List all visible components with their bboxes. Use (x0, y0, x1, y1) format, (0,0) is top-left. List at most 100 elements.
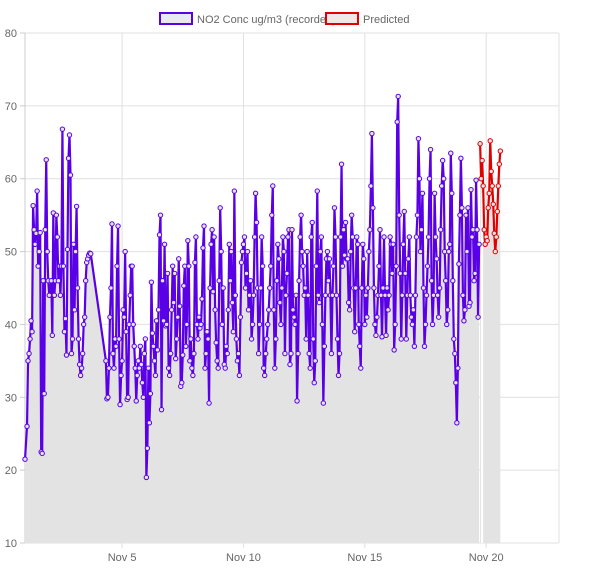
data-point[interactable] (401, 208, 407, 215)
data-point[interactable] (152, 372, 159, 379)
data-point[interactable] (438, 183, 445, 189)
data-point[interactable] (60, 263, 67, 269)
data-point[interactable] (252, 190, 259, 196)
data-point[interactable] (347, 248, 354, 255)
data-point[interactable] (137, 343, 144, 349)
data-point[interactable] (452, 350, 458, 357)
data-point[interactable] (295, 350, 301, 357)
data-point[interactable] (476, 241, 482, 247)
data-point[interactable] (267, 285, 273, 291)
data-point[interactable] (179, 380, 185, 386)
data-point[interactable] (324, 248, 331, 255)
data-point[interactable] (65, 155, 72, 162)
data-point[interactable] (279, 285, 285, 291)
data-point[interactable] (108, 285, 114, 291)
data-point[interactable] (204, 329, 210, 335)
data-point[interactable] (439, 157, 446, 164)
data-point[interactable] (434, 292, 441, 298)
data-point[interactable] (113, 343, 119, 349)
data-point[interactable] (319, 321, 326, 328)
data-point[interactable] (386, 292, 392, 298)
data-point[interactable] (157, 212, 164, 218)
data-point[interactable] (238, 259, 245, 266)
data-point[interactable] (376, 263, 382, 269)
data-point[interactable] (227, 278, 234, 284)
data-point[interactable] (456, 261, 462, 267)
data-point[interactable] (169, 263, 176, 269)
data-point[interactable] (471, 278, 477, 284)
data-point[interactable] (333, 292, 340, 298)
data-point[interactable] (72, 248, 79, 255)
data-point[interactable] (147, 390, 154, 397)
data-point[interactable] (244, 248, 251, 255)
data-point[interactable] (142, 336, 149, 342)
data-point[interactable] (339, 263, 346, 269)
data-point[interactable] (174, 336, 180, 342)
data-point[interactable] (39, 450, 45, 457)
data-point[interactable] (330, 263, 337, 269)
data-point[interactable] (292, 321, 298, 328)
data-point[interactable] (322, 292, 329, 298)
data-point[interactable] (312, 358, 318, 364)
data-point[interactable] (450, 278, 456, 284)
legend-swatch-predicted[interactable] (325, 12, 359, 25)
data-point[interactable] (121, 314, 127, 320)
data-point[interactable] (216, 278, 222, 284)
data-point[interactable] (373, 332, 379, 339)
data-point[interactable] (467, 299, 473, 306)
data-point[interactable] (119, 358, 125, 364)
data-point[interactable] (180, 352, 186, 358)
data-point[interactable] (207, 285, 213, 291)
data-point[interactable] (310, 336, 316, 342)
data-point[interactable] (40, 278, 46, 284)
data-point[interactable] (446, 248, 452, 255)
data-point[interactable] (357, 343, 363, 349)
data-point[interactable] (394, 119, 400, 125)
data-point[interactable] (372, 321, 378, 328)
data-point[interactable] (240, 241, 247, 247)
data-point[interactable] (480, 183, 486, 189)
data-point[interactable] (283, 292, 289, 298)
data-point[interactable] (409, 321, 416, 328)
data-point[interactable] (115, 223, 121, 229)
data-point[interactable] (241, 234, 248, 240)
data-point[interactable] (212, 307, 218, 313)
data-point[interactable] (369, 130, 375, 137)
data-point[interactable] (455, 365, 461, 371)
data-point[interactable] (368, 183, 374, 189)
data-point[interactable] (436, 285, 443, 291)
data-point[interactable] (421, 343, 428, 349)
data-point[interactable] (233, 336, 240, 342)
data-point[interactable] (385, 307, 391, 313)
data-point[interactable] (359, 285, 365, 291)
data-point[interactable] (406, 234, 413, 240)
data-point[interactable] (71, 307, 78, 313)
data-point[interactable] (304, 248, 310, 255)
data-point[interactable] (106, 365, 112, 371)
data-point[interactable] (69, 336, 76, 342)
data-point[interactable] (264, 336, 270, 342)
data-point[interactable] (298, 212, 304, 218)
data-point[interactable] (445, 307, 451, 313)
data-point[interactable] (144, 445, 151, 451)
data-point[interactable] (302, 285, 308, 291)
data-point[interactable] (46, 292, 52, 298)
data-point[interactable] (282, 350, 288, 357)
data-point[interactable] (425, 234, 432, 240)
data-point[interactable] (236, 372, 243, 379)
data-point[interactable] (412, 292, 419, 298)
data-point[interactable] (400, 241, 406, 247)
data-point[interactable] (164, 270, 171, 277)
data-point[interactable] (405, 256, 412, 262)
data-point[interactable] (28, 318, 34, 324)
data-point[interactable] (342, 219, 349, 226)
data-point[interactable] (269, 212, 275, 218)
data-point[interactable] (384, 285, 390, 291)
data-point[interactable] (273, 336, 279, 342)
data-point[interactable] (253, 219, 260, 226)
data-point[interactable] (340, 227, 347, 233)
data-point[interactable] (493, 234, 499, 240)
data-point[interactable] (43, 157, 49, 163)
data-point[interactable] (168, 307, 175, 313)
data-point[interactable] (392, 321, 398, 328)
